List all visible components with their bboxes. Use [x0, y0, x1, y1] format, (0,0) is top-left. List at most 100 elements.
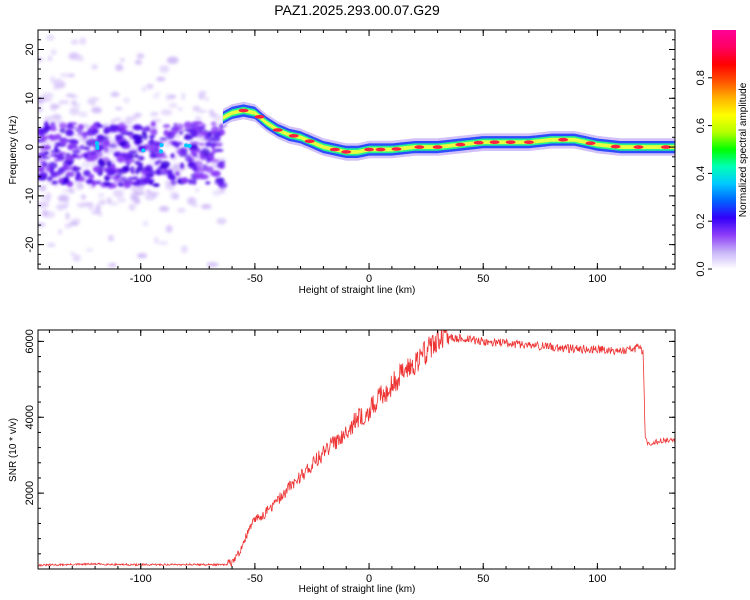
- noise-halo-blob: [209, 113, 218, 118]
- chart-title: PAZ1.2025.293.00.07.G29: [274, 2, 440, 18]
- colorbar-tick-label: 0.2: [695, 214, 707, 229]
- ridge-hot-spot: [610, 144, 621, 149]
- noise-halo-blob: [204, 97, 210, 101]
- noise-core-blob: [44, 145, 51, 150]
- noise-halo-blob: [45, 140, 51, 146]
- signal-ridge: [222, 101, 675, 161]
- noise-halo-blob: [91, 64, 98, 70]
- noise-core-blob: [54, 133, 62, 140]
- noise-core-blob: [118, 141, 127, 147]
- noise-core-blob: [53, 154, 59, 158]
- noise-core-blob: [45, 166, 50, 173]
- ridge-hot-spot: [391, 147, 402, 151]
- noise-core-blob: [39, 171, 48, 179]
- noise-core-blob: [90, 128, 99, 134]
- noise-core-blob: [136, 162, 144, 166]
- spectrogram-x-axis-title: Height of straight line (km): [299, 285, 416, 296]
- noise-core-blob: [211, 126, 220, 133]
- noise-core-blob: [200, 168, 207, 172]
- snr-marks: [38, 330, 675, 568]
- noise-core-blob: [38, 127, 43, 135]
- noise-core-blob: [85, 157, 95, 162]
- noise-core-blob: [124, 153, 132, 161]
- x-tick-label: -50: [247, 573, 263, 585]
- y-tick-label: 10: [24, 92, 36, 104]
- noise-core-blob: [200, 148, 210, 155]
- noise-core-blob: [48, 134, 54, 140]
- noise-halo-blob: [177, 207, 186, 213]
- noise-core-blob: [171, 141, 180, 147]
- noise-halo-blob: [168, 102, 178, 108]
- ridge-hot-spot: [432, 145, 443, 149]
- noise-core-blob: [97, 151, 103, 158]
- noise-halo-blob: [95, 204, 101, 213]
- noise-halo-blob: [157, 241, 169, 245]
- x-tick-label: 50: [477, 273, 489, 285]
- noise-core-blob: [205, 166, 214, 173]
- noise-core: [38, 121, 228, 189]
- ridge-band-blue: [222, 104, 675, 158]
- noise-core-blob: [65, 155, 74, 161]
- noise-core-blob: [210, 121, 217, 127]
- noise-core-blob: [149, 152, 158, 159]
- noise-halo-blob: [201, 203, 212, 210]
- ridge-hot-spot: [341, 150, 352, 154]
- noise-core-blob: [191, 121, 198, 125]
- noise-halo-blob: [39, 185, 47, 192]
- x-tick-label: 0: [366, 573, 372, 585]
- colorbar-tick-label: 0.6: [695, 118, 707, 133]
- noise-core-blob: [180, 162, 185, 169]
- noise-core-blob: [218, 180, 224, 187]
- noise-halo-blob: [192, 198, 198, 203]
- noise-core-blob: [179, 130, 184, 135]
- ridge-hot-spot: [364, 147, 375, 152]
- noise-core-blob: [73, 146, 81, 151]
- noise-halo-blob: [165, 225, 173, 233]
- noise-halo-blob: [108, 234, 114, 242]
- spectrogram-frame: [37, 29, 676, 270]
- noise-halo-blob: [146, 189, 151, 193]
- noise-halo-blob: [107, 147, 117, 153]
- noise-core-blob: [131, 171, 135, 175]
- noise-core-blob: [210, 130, 216, 135]
- noise-core-blob: [70, 139, 79, 145]
- snr-x-axis-title: Height of straight line (km): [299, 584, 416, 595]
- noise-halo-blob: [82, 123, 90, 129]
- colorbar-tick-label: 0.4: [695, 166, 707, 181]
- noise-core-blob: [150, 121, 156, 127]
- noise-halo-blob: [125, 116, 137, 121]
- noise-core-blob: [42, 162, 48, 168]
- noise-halo-blob: [146, 83, 154, 90]
- noise-core-blob: [183, 121, 193, 129]
- noise-core-blob: [204, 135, 210, 141]
- noise-halo-blob: [85, 248, 94, 253]
- ridge-hot-spot: [455, 142, 466, 147]
- noise-core-blob: [67, 123, 73, 129]
- noise-halo-blob: [65, 212, 70, 220]
- snr-plot: -100 -50 0 50 100 2000 4000 6000 Height of stra…: [8, 329, 676, 595]
- noise-core-blob: [96, 134, 105, 140]
- noise-halo-blob: [38, 106, 44, 113]
- noise-halo-blob: [151, 192, 157, 198]
- colorbar-gradient: [712, 30, 736, 269]
- noise-core-blob: [185, 154, 192, 163]
- noise-halo-blob: [79, 37, 87, 45]
- noise-halo-blob: [69, 221, 79, 226]
- noise-core-blob: [71, 149, 81, 154]
- noise-core-blob: [47, 176, 53, 181]
- noise-core-blob: [175, 171, 180, 176]
- ridge-hot-spot: [288, 134, 299, 138]
- noise-core-blob: [152, 183, 160, 187]
- noise-halo-blob: [165, 93, 171, 102]
- noise-core-blob: [187, 128, 197, 134]
- noise-halo-blob: [41, 209, 49, 217]
- noise-core-blob: [170, 153, 175, 159]
- noise-halo-blob: [113, 117, 122, 122]
- noise-core-blob: [195, 125, 201, 133]
- noise-halo-blob: [159, 65, 170, 73]
- noise-core-blob: [132, 124, 143, 131]
- colorbar-tick-label: 0.8: [695, 70, 707, 85]
- noise-halo-blob: [180, 245, 188, 254]
